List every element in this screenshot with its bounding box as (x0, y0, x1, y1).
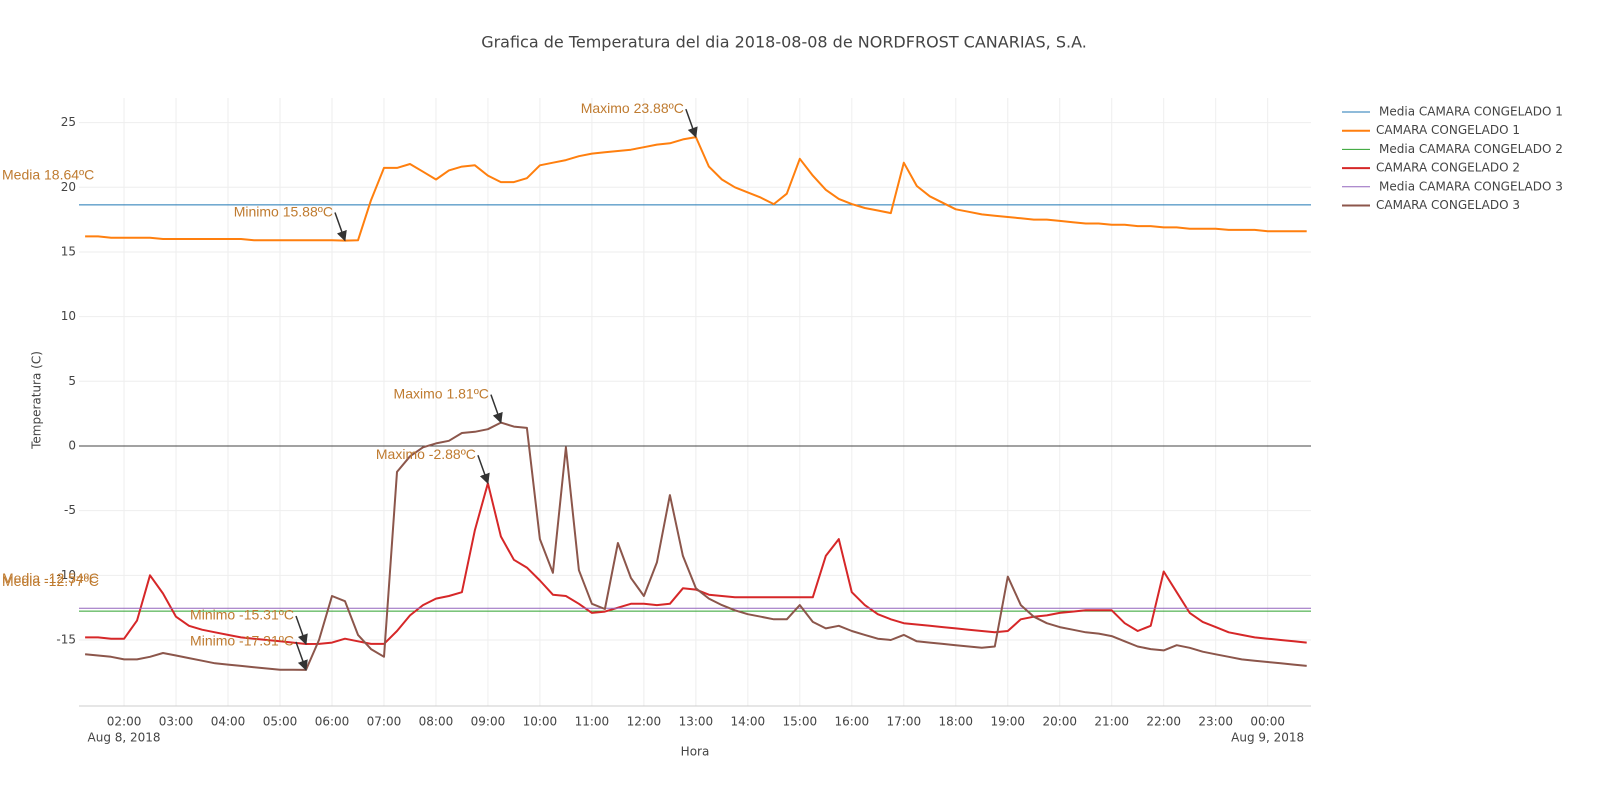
x-tick-label: 05:00 (263, 715, 298, 729)
legend-label[interactable]: CAMARA CONGELADO 1 (1376, 123, 1520, 137)
x-tick-label: 20:00 (1042, 715, 1077, 729)
x-tick-label: 18:00 (938, 715, 973, 729)
legend-label[interactable]: Media CAMARA CONGELADO 2 (1379, 142, 1563, 156)
x-tick-label: 22:00 (1146, 715, 1181, 729)
y-tick-label: -5 (64, 503, 76, 517)
annotation-arrow (477, 454, 490, 485)
x-tick-label: 09:00 (471, 715, 506, 729)
x-tick-label: 14:00 (731, 715, 766, 729)
annotation: Maximo 1.81ºC (394, 385, 489, 401)
annotation-arrow (685, 108, 698, 139)
annotation: Maximo 23.88ºC (581, 100, 684, 116)
y-tick-label: 10 (61, 309, 76, 323)
x-tick-label: 15:00 (783, 715, 818, 729)
legend-label[interactable]: CAMARA CONGELADO 3 (1376, 198, 1520, 212)
x-tick-label: 04:00 (211, 715, 246, 729)
x-tick-label: 08:00 (419, 715, 454, 729)
y-tick-label: 25 (61, 115, 76, 129)
annotation: Media 18.64ºC (2, 167, 94, 183)
x-tick-label: 12:00 (627, 715, 662, 729)
x-tick-label: 23:00 (1198, 715, 1233, 729)
chart-title: Grafica de Temperatura del dia 2018-08-0… (481, 33, 1087, 52)
x-tick-label: 03:00 (159, 715, 194, 729)
x-tick-label: 02:00 (107, 715, 142, 729)
x-tick-label: 10:00 (523, 715, 558, 729)
x-axis-title: Hora (681, 745, 710, 759)
x-tick-label: 13:00 (679, 715, 714, 729)
x-tick-label: 07:00 (367, 715, 402, 729)
annotation: Media -12.77ºC (2, 573, 99, 589)
annotation-arrow (295, 641, 308, 671)
x-tick-label: 19:00 (990, 715, 1025, 729)
y-tick-label: 5 (68, 374, 76, 388)
series-line (85, 482, 1307, 645)
legend-label[interactable]: Media CAMARA CONGELADO 3 (1379, 179, 1563, 193)
y-tick-label: -10 (56, 568, 76, 582)
annotation: Media -12.54ºC (2, 570, 99, 586)
annotation-arrow (334, 212, 347, 242)
annotation: Minimo -15.31ºC (190, 607, 294, 623)
y-tick-label: 15 (61, 244, 76, 258)
x-tick-label: 06:00 (315, 715, 350, 729)
y-axis-title: Temperatura (C) (30, 351, 44, 450)
annotation: Maximo -2.88ºC (376, 446, 476, 462)
y-tick-label: 20 (61, 180, 76, 194)
x-tick-label: 21:00 (1094, 715, 1129, 729)
x-tick-label: 16:00 (835, 715, 870, 729)
annotation-arrow (295, 615, 308, 646)
annotation-arrow (490, 394, 503, 424)
x-tick-date: Aug 9, 2018 (1231, 731, 1304, 745)
y-tick-label: -15 (56, 633, 76, 647)
x-tick-label: 11:00 (575, 715, 610, 729)
legend-label[interactable]: Media CAMARA CONGELADO 1 (1379, 105, 1563, 119)
y-tick-label: 0 (68, 438, 76, 452)
annotation: Minimo -17.31ºC (190, 633, 294, 649)
x-tick-date: Aug 8, 2018 (88, 731, 161, 745)
series-line (85, 421, 1307, 671)
annotation: Minimo 15.88ºC (234, 203, 333, 219)
x-tick-label: 17:00 (887, 715, 922, 729)
x-tick-label: 00:00 (1250, 715, 1285, 729)
legend-label[interactable]: CAMARA CONGELADO 2 (1376, 161, 1520, 175)
